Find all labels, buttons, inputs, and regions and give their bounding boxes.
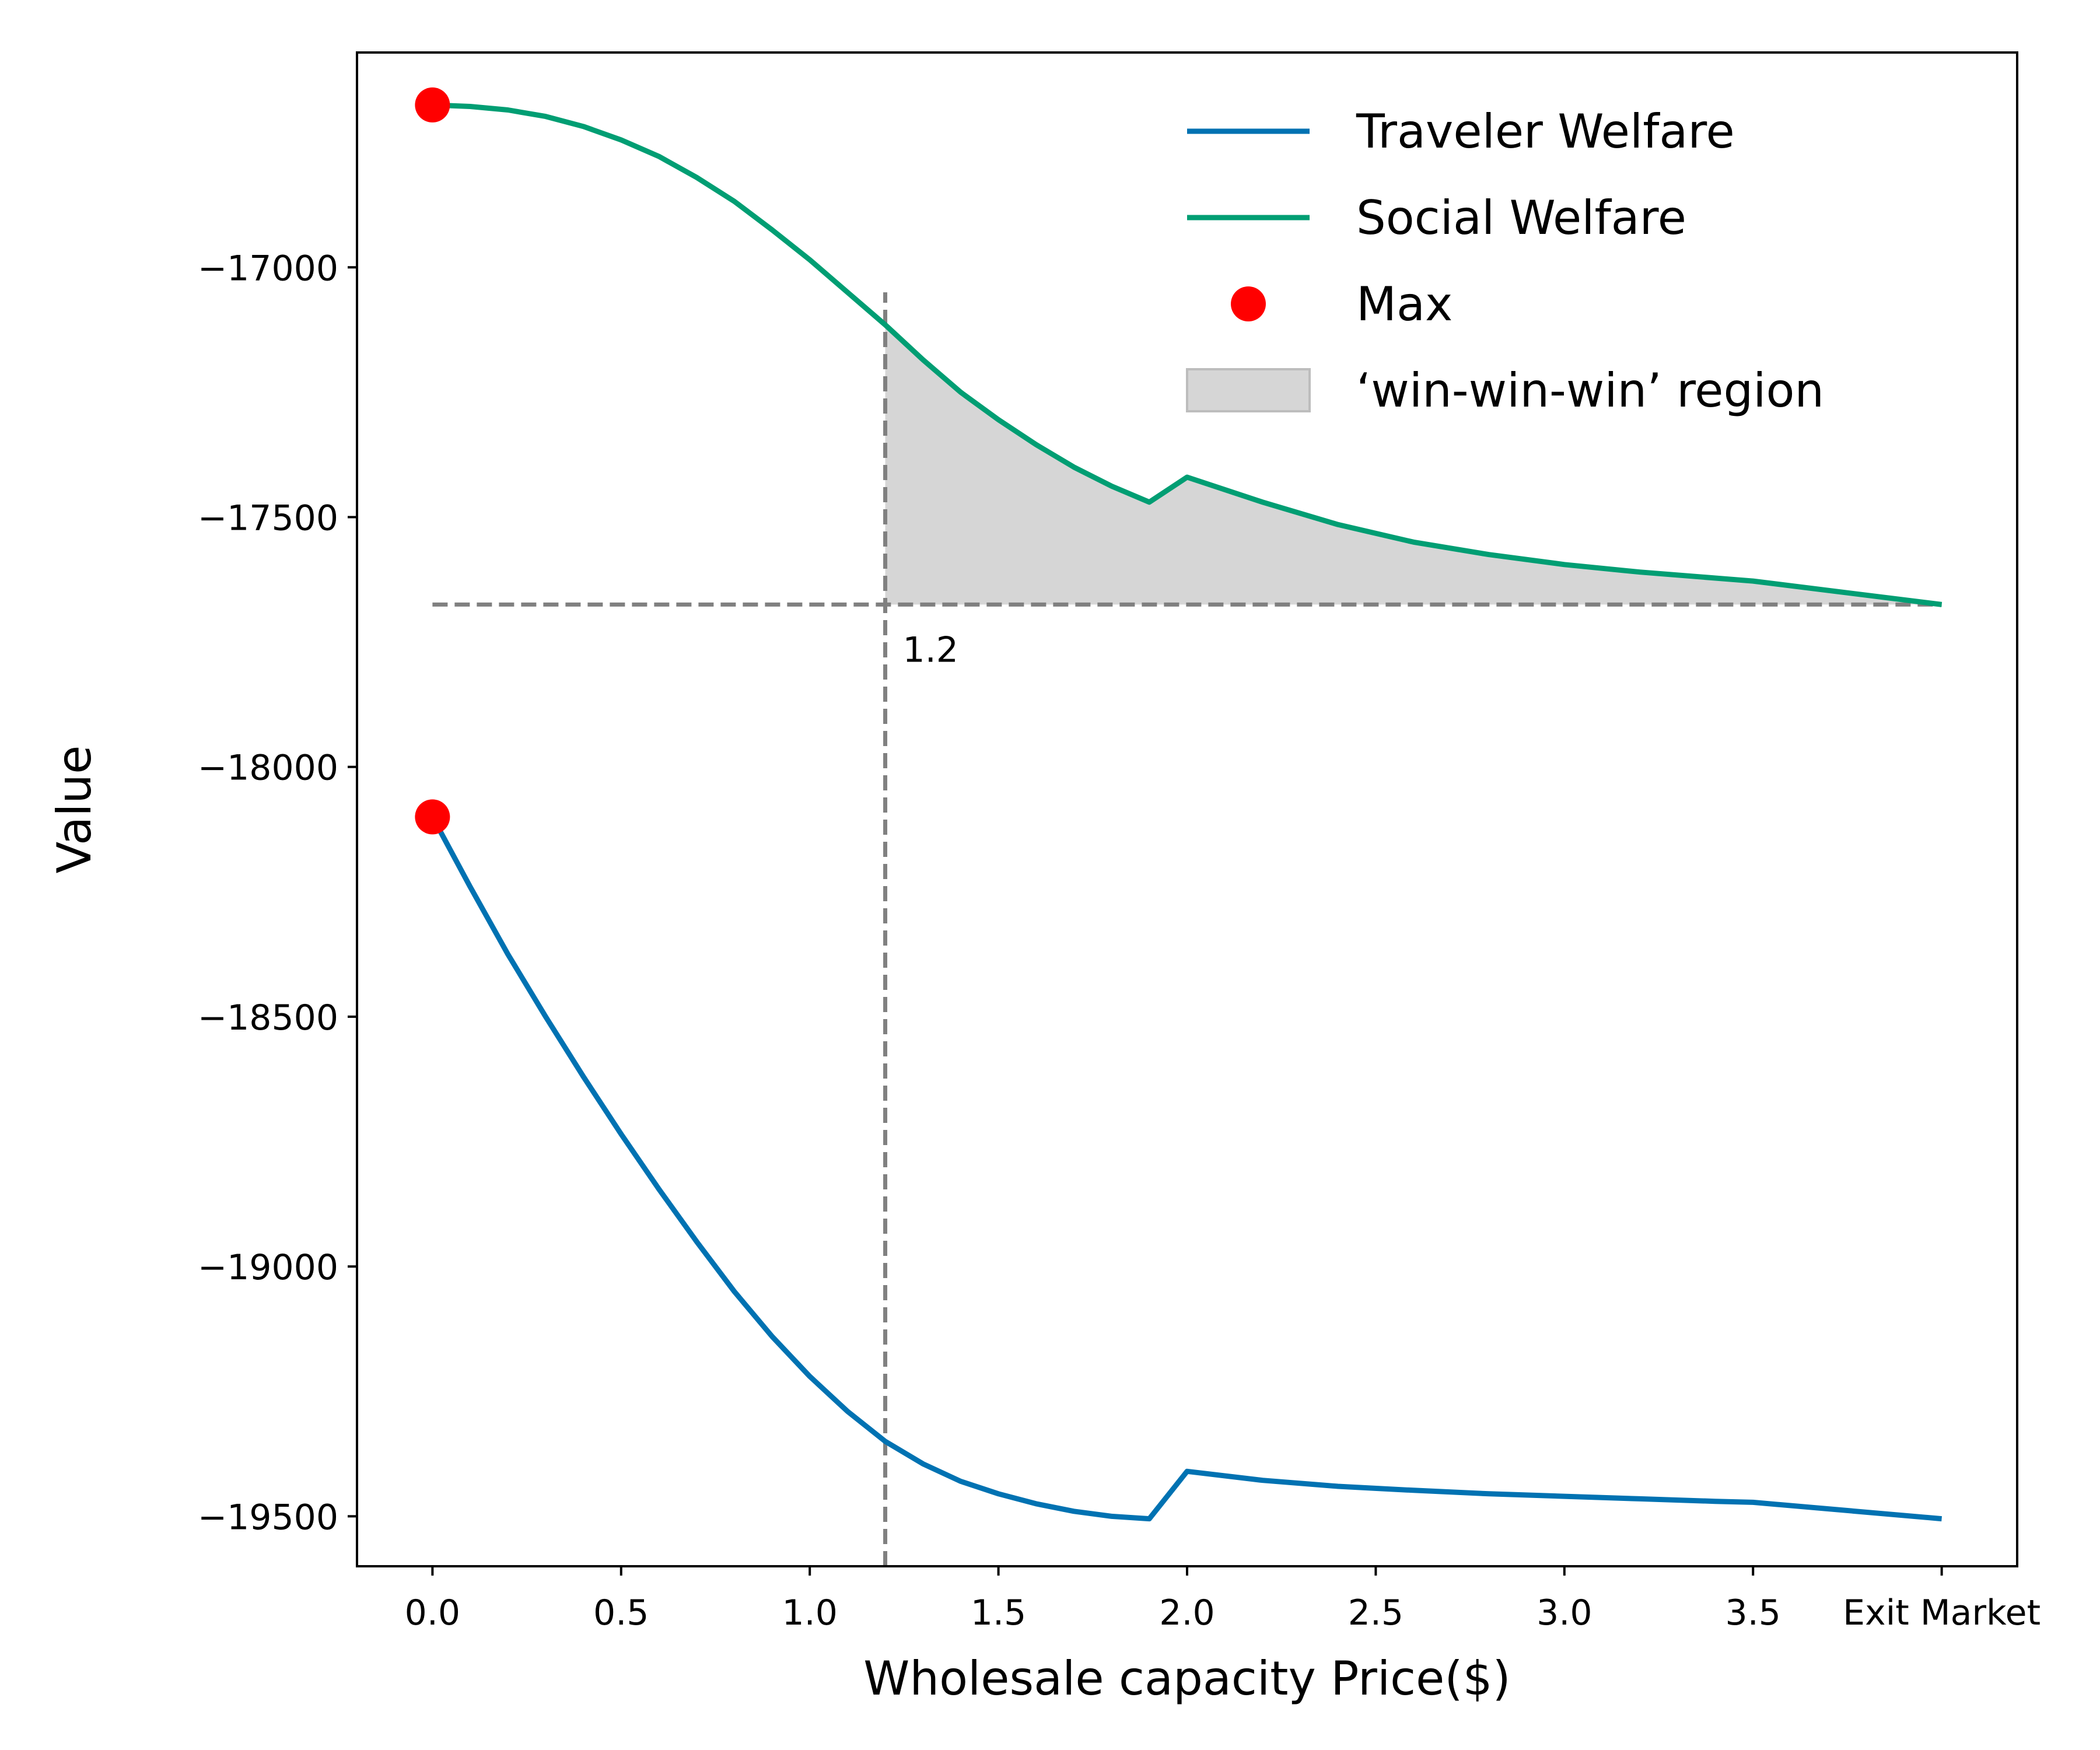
win-win-win-region [885,324,1942,605]
x-tick-label: 3.5 [1726,1592,1781,1633]
max-marker-social-welfare [415,87,450,123]
legend-label-max: Max [1356,277,1452,331]
x-tick-label: 1.5 [971,1592,1026,1633]
y-tick-label: −17500 [198,498,338,538]
legend-label-win-win-win-region: ‘win-win-win’ region [1356,363,1824,418]
series-line-social-welfare [432,102,1943,607]
x-tick-label: 3.0 [1536,1592,1592,1633]
y-tick-label: −18500 [198,998,338,1038]
x-tick-label: 1.0 [782,1592,837,1633]
x-tick-label: 2.0 [1159,1592,1214,1633]
y-tick-label: −18000 [198,748,338,789]
plot-area: 1.2 [415,87,1943,1566]
legend-label-traveler-welfare: Traveler Welfare [1356,104,1735,159]
y-tick-label: −19000 [198,1247,338,1288]
y-tick-label: −17000 [198,248,338,289]
legend-swatch-win-win-win-region [1186,368,1311,412]
legend: Traveler Welfare Social Welfare Max ‘win-wi… [1186,104,1824,418]
y-axis-title: Value [47,746,102,874]
series-line-traveler-welfare [430,816,1942,1522]
x-tick-label: Exit Market [1843,1592,2041,1633]
tick-layer: 0.0 0.5 1.0 1.5 2.0 2.5 3.0 3.5 Exit Market −1700… [198,248,2041,1633]
x-tick-label: 0.0 [405,1592,460,1633]
legend-label-social-welfare: Social Welfare [1356,191,1686,245]
legend-swatch-max [1231,286,1266,321]
x-tick-label: 2.5 [1348,1592,1404,1633]
x-tick-label: 0.5 [593,1592,649,1633]
x-axis-title: Wholesale capacity Price($) [863,1651,1510,1706]
y-tick-label: −19500 [198,1497,338,1538]
max-marker-traveler-welfare [415,799,450,835]
threshold-annotation: 1.2 [903,629,958,670]
